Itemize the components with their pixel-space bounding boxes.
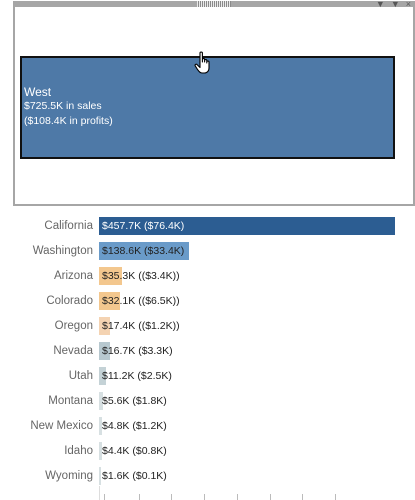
bar-row-arizona[interactable]: Arizona $35.3K (($3.4K)) [0,266,415,286]
bar[interactable] [99,342,110,360]
category-label: New Mexico [30,420,93,432]
category-label: Idaho [64,445,93,457]
map-card: ▼ ▼ × West $725.5K in sales ($108.4K in … [13,0,415,206]
axis-tick [335,494,336,500]
data-label: $4.8K ($1.2K) [102,420,167,432]
bar-row-montana[interactable]: Montana $5.6K ($1.8K) [0,391,415,411]
tooltip-sales: $725.5K in sales [24,100,102,112]
bar[interactable] [99,267,122,285]
chevron-down-icon[interactable]: ▼ [375,0,385,9]
drag-handle[interactable] [197,1,231,7]
axis-tick [139,494,140,500]
data-label: $11.2K ($2.5K) [102,370,172,382]
category-label: Arizona [54,270,93,282]
bar[interactable] [99,217,395,235]
category-label: Nevada [53,345,93,357]
bar-row-wyoming[interactable]: Wyoming $1.6K ($0.1K) [0,466,415,486]
bar[interactable] [99,467,101,485]
bar-row-idaho[interactable]: Idaho $4.4K ($0.8K) [0,441,415,461]
category-label: California [44,220,93,232]
data-label: $32.1K (($6.5K)) [102,295,180,307]
filter-icon[interactable]: ▼ [390,0,400,9]
category-label: Colorado [46,295,93,307]
bar-row-new-mexico[interactable]: New Mexico $4.8K ($1.2K) [0,416,415,436]
bar-row-colorado[interactable]: Colorado $32.1K (($6.5K)) [0,291,415,311]
axis-tick [171,494,172,500]
bar-row-oregon[interactable]: Oregon $17.4K (($1.2K)) [0,316,415,336]
data-label: $4.4K ($0.8K) [102,445,167,457]
bar[interactable] [99,367,107,385]
data-label: $1.6K ($0.1K) [102,470,167,482]
bar[interactable] [99,242,189,260]
axis-tick [302,494,303,500]
tooltip-region: West [24,85,52,99]
bar-row-nevada[interactable]: Nevada $16.7K ($3.3K) [0,341,415,361]
bar[interactable] [99,417,103,435]
bar[interactable] [99,317,111,335]
data-label: $16.7K ($3.3K) [102,345,173,357]
category-label: Utah [68,370,93,382]
hand-cursor-icon [194,51,210,74]
bar-row-california[interactable]: California $457.7K ($76.4K) [0,216,415,236]
bar[interactable] [99,292,120,310]
axis-line [99,486,100,500]
data-label: $457.7K ($76.4K) [102,220,185,232]
axis-tick [237,494,238,500]
axis-tick [204,494,205,500]
data-label: $138.6K ($33.4K) [102,245,185,257]
region-tooltip[interactable]: West $725.5K in sales ($108.4K in profit… [20,56,395,159]
data-label: $17.4K (($1.2K)) [102,320,180,332]
category-label: Washington [32,245,93,257]
close-icon[interactable]: × [405,0,411,9]
tooltip-profit: ($108.4K in profits) [24,115,113,127]
bar[interactable] [99,442,102,460]
data-label: $5.6K ($1.8K) [102,395,167,407]
category-label: Oregon [54,320,93,332]
data-label: $35.3K (($3.4K)) [102,270,180,282]
bar-row-utah[interactable]: Utah $11.2K ($2.5K) [0,366,415,386]
bar[interactable] [99,392,103,410]
card-controls: ▼ ▼ × [375,0,411,9]
category-label: Wyoming [45,470,93,482]
axis-tick [270,494,271,500]
axis-tick [104,494,105,500]
category-label: Montana [48,395,93,407]
bar-row-washington[interactable]: Washington $138.6K ($33.4K) [0,241,415,261]
